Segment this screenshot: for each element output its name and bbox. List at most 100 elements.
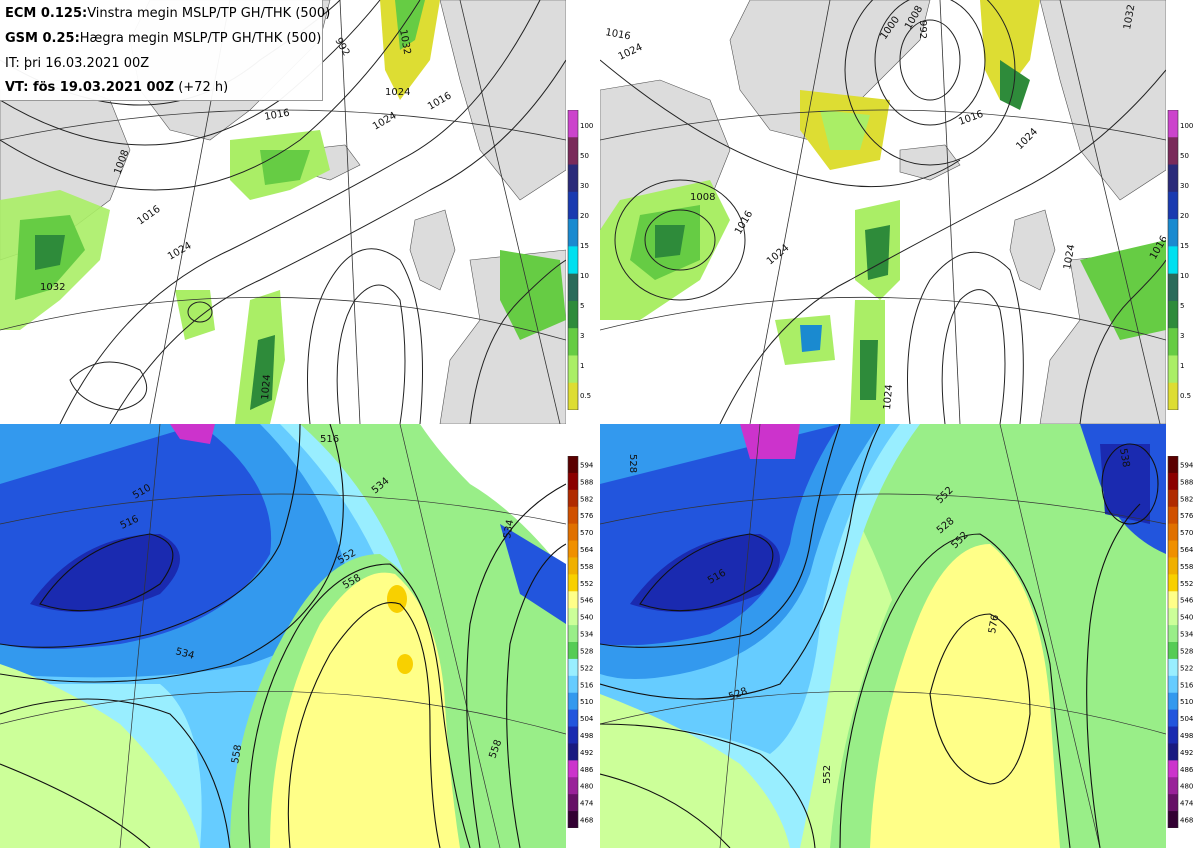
gsm-mslp-precip-map: 1016 1024 1008 1000 992 1008 1016 1024 1016 1024 1… <box>600 0 1166 424</box>
colorbar-swatch <box>568 777 578 795</box>
precip-area <box>380 0 440 100</box>
graticule-line <box>399 424 501 848</box>
precip-area <box>1000 60 1030 110</box>
colorbar-tick-label: 588 <box>580 478 593 486</box>
colorbar-swatch <box>568 472 578 491</box>
colorbar-tick-label: 1 <box>1180 362 1184 370</box>
colorbar-tick-label: 468 <box>1180 817 1193 825</box>
colorbar-swatch <box>568 794 578 812</box>
colorbar-tick-label: 552 <box>580 580 593 588</box>
isobar-line <box>59 0 541 424</box>
colorbar-tick-label: 20 <box>1180 212 1189 220</box>
colorbar-swatch <box>568 506 578 525</box>
thickness-band <box>1100 444 1150 524</box>
contour-line <box>839 533 1071 848</box>
contour-value-label: 1032 <box>397 29 412 56</box>
colorbar-swatch <box>568 726 578 744</box>
colorbar-swatch <box>568 557 578 575</box>
thickness-colorbar-left: 594 588 582 576 570 564 558 552 546 540 534 528 522 5… <box>566 456 600 828</box>
ecm-mslp-svg: 9921008101610161024102410241032103210161… <box>0 0 566 424</box>
graticule-line <box>0 691 566 735</box>
precip-colorbar-right: 100 50 30 20 15 10 5 3 1 0.5 <box>1166 110 1200 410</box>
colorbar-tick-label: 570 <box>1180 529 1193 537</box>
land-scandinavia <box>1039 0 1166 201</box>
colorbar-swatch <box>1168 777 1178 795</box>
colorbar-swatch <box>1168 726 1178 744</box>
colorbar-tick-label: 564 <box>1180 546 1194 554</box>
colorbar-swatch <box>1168 300 1178 329</box>
precip-colorbar-svg: 100 50 30 20 15 10 5 3 1 0.5 <box>567 110 593 410</box>
isobar-line <box>719 69 1166 424</box>
colorbar-swatch <box>1168 574 1178 592</box>
colorbar-swatch <box>1168 692 1178 711</box>
colorbar-swatch <box>1168 794 1178 812</box>
contour-line <box>248 563 471 848</box>
colorbar-swatch <box>568 675 578 694</box>
colorbar-border <box>1167 456 1179 828</box>
contour-value-label: 552 <box>822 765 833 784</box>
contour-line <box>600 424 841 648</box>
precip-area <box>800 325 822 352</box>
thickness-band <box>500 524 566 624</box>
isobar-line <box>336 284 406 424</box>
contour-value-label: 1008 <box>690 192 715 203</box>
contour-value-label: 1016 <box>135 204 162 228</box>
colorbar-swatch <box>1168 743 1178 761</box>
colorbar-tick-label: 588 <box>1180 478 1193 486</box>
thickness-band <box>170 424 215 444</box>
colorbar-swatch <box>1168 164 1178 193</box>
contour-value-label: 1024 <box>385 87 410 98</box>
colorbar-tick-label: 504 <box>580 715 594 723</box>
valid-time-label: VT: fös 19.03.2021 00Z <box>5 80 175 95</box>
graticule-line <box>600 109 1166 141</box>
contour-value-label: 516 <box>320 434 339 445</box>
colorbar-tick-label: 516 <box>1180 681 1194 689</box>
graticule-line <box>339 0 361 424</box>
valid-time: VT: fös 19.03.2021 00Z (+72 h) <box>5 80 228 95</box>
colorbar-swatch <box>1168 456 1178 474</box>
isobar-line <box>600 59 961 188</box>
colorbar-swatch <box>568 110 578 138</box>
contour-value-label: 538 <box>1117 448 1131 469</box>
colorbar-swatch <box>1168 273 1178 302</box>
contour-value-label: 1032 <box>40 282 65 293</box>
colorbar-tick-label: 522 <box>580 664 593 672</box>
colorbar-tick-label: 558 <box>1180 563 1193 571</box>
contour-line <box>639 533 774 612</box>
colorbar-tick-label: 20 <box>580 212 589 220</box>
thickness-band <box>397 654 413 674</box>
thickness-band <box>30 534 180 612</box>
model-line-ecm: ECM 0.125:Vinstra megin MSLP/TP GH/THK (… <box>5 6 330 21</box>
isobar-line <box>844 0 1016 166</box>
colorbar-tick-label: 480 <box>580 783 593 791</box>
contour-value-label: 534 <box>174 646 195 662</box>
colorbar-swatch <box>1168 625 1178 643</box>
isobar-line <box>907 251 1024 424</box>
precip-area <box>860 340 878 400</box>
isobar-line <box>0 0 421 191</box>
isobar-line <box>469 259 566 424</box>
colorbar-tick-label: 486 <box>1180 766 1194 774</box>
colorbar-swatch <box>1168 523 1178 542</box>
colorbar-tick-label: 546 <box>580 597 594 605</box>
colorbar-tick-label: 5 <box>1180 302 1184 310</box>
colorbar-tick-label: 582 <box>1180 495 1193 503</box>
isobar-line <box>941 289 1006 424</box>
colorbar-tick-label: 534 <box>580 631 594 639</box>
colorbar-tick-label: 570 <box>580 529 593 537</box>
colorbar-swatch <box>1168 608 1178 626</box>
colorbar-tick-label: 540 <box>580 614 593 622</box>
precip-area <box>395 0 425 50</box>
colorbar-tick-label: 486 <box>580 766 594 774</box>
colorbar-swatch <box>1168 591 1178 609</box>
colorbar-border <box>1167 110 1179 410</box>
graticule-line <box>0 296 566 341</box>
graticule-line <box>1059 0 1161 424</box>
colorbar-tick-label: 498 <box>1180 732 1193 740</box>
colorbar-tick-label: 5 <box>580 302 584 310</box>
isobar-line <box>0 0 381 146</box>
gsm-model-description: Hægra megin MSLP/TP GH/THK (500) <box>79 31 322 46</box>
colorbar-tick-label: 552 <box>1180 580 1193 588</box>
colorbar-tick-label: 15 <box>580 242 589 250</box>
